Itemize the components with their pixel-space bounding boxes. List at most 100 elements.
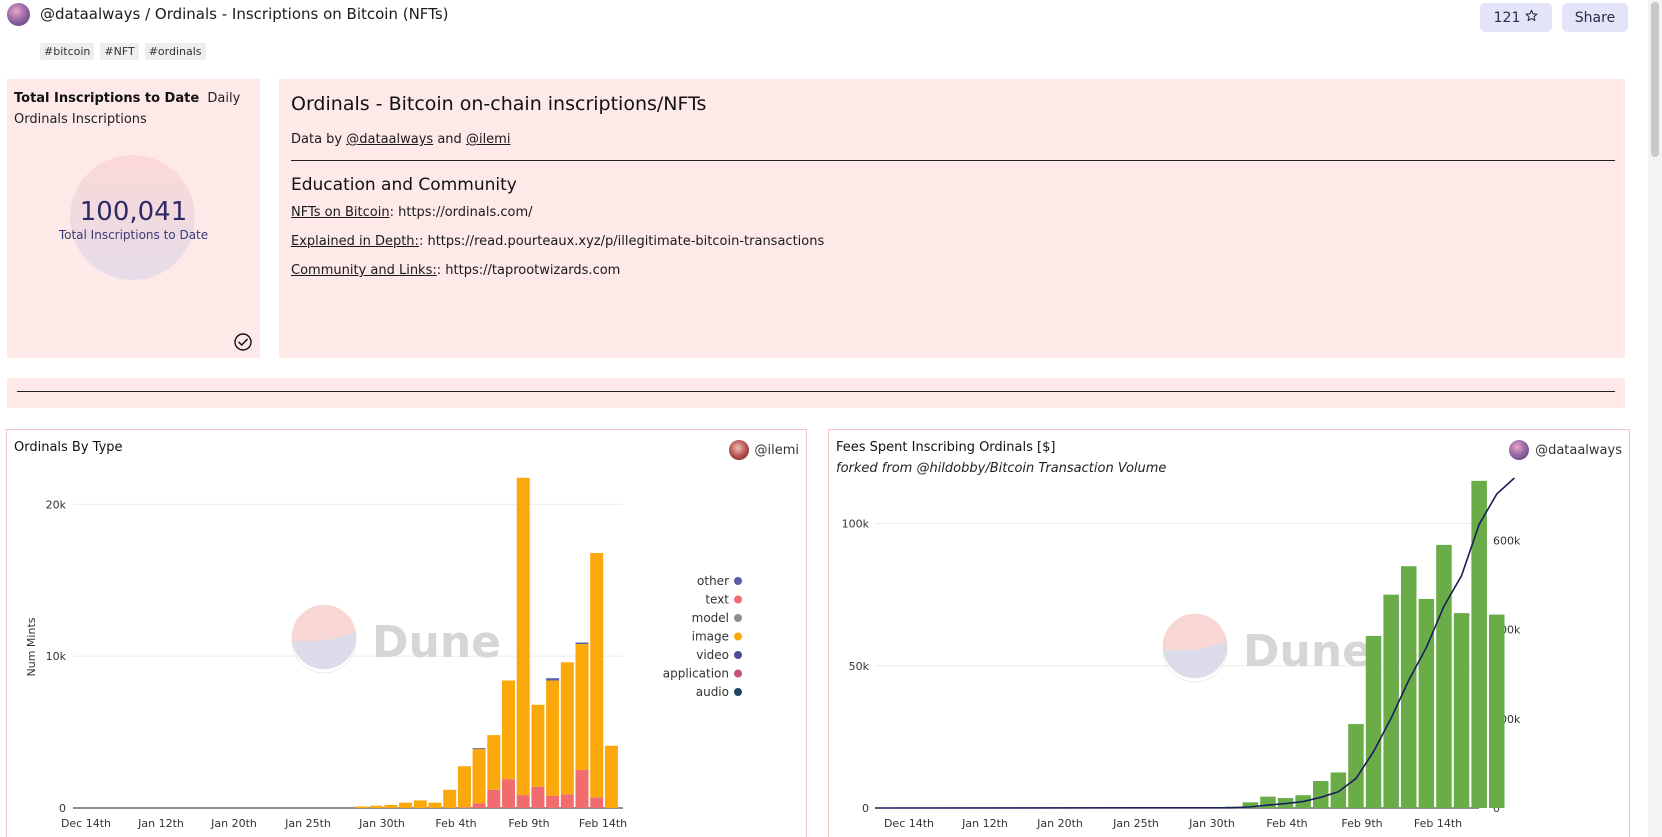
fee-bar — [1313, 780, 1329, 808]
chart-card-fees: Fees Spent Inscribing Ordinals [$] forke… — [828, 429, 1630, 837]
fee-bar — [1453, 613, 1470, 808]
link-label-community[interactable]: Community and Links: — [291, 263, 437, 278]
tag-bitcoin[interactable]: #bitcoin — [40, 43, 95, 60]
legend-label-image: image — [692, 630, 729, 644]
link-sep: : — [389, 205, 394, 220]
text-widget-heading: Ordinals - Bitcoin on-chain inscriptions… — [291, 93, 707, 115]
share-button[interactable]: Share — [1562, 3, 1628, 32]
y-tick-label: 50k — [849, 660, 870, 673]
text-divider — [291, 160, 1615, 161]
bar-image — [457, 766, 471, 808]
legend-dot-video — [734, 651, 742, 659]
credit-prefix: Data by — [291, 132, 343, 147]
chart-subtitle: forked from @hildobby/Bitcoin Transactio… — [836, 461, 1167, 476]
credit-link-dataalways[interactable]: @dataalways — [346, 132, 434, 147]
link-sep: : — [418, 234, 424, 249]
divider-line — [17, 391, 1615, 392]
bar-other — [472, 748, 486, 749]
link-url-community[interactable]: https://taprootwizards.com — [445, 263, 621, 278]
x-tick-label: Jan 12th — [961, 817, 1008, 830]
fee-bar — [1365, 635, 1382, 808]
counter-title-viz: Daily Ordinals Inscriptions — [14, 91, 241, 127]
x-tick-label: Dec 14th — [61, 817, 111, 830]
counter-value: 100,041 — [79, 197, 188, 227]
bar-text — [457, 807, 471, 809]
tag-ordinals[interactable]: #ordinals — [144, 43, 206, 60]
bar-image — [487, 735, 501, 790]
star-count: 121 — [1493, 9, 1521, 26]
x-tick-label: Jan 25th — [1112, 817, 1159, 830]
bar-text — [502, 779, 515, 808]
x-tick-label: Feb 4th — [1266, 817, 1307, 830]
bar-other — [575, 642, 589, 645]
link-url-explained[interactable]: https://read.pourteaux.xyz/p/illegitimat… — [427, 234, 825, 249]
y-tick-label: 0 — [59, 802, 66, 815]
fee-bar — [1436, 544, 1452, 808]
dashboard-title: @dataalways / Ordinals - Inscriptions on… — [40, 5, 449, 23]
link-row-explained: Explained in Depth:: https://read.pourte… — [291, 234, 824, 249]
legend-dot-application — [734, 669, 742, 678]
check-circle-icon[interactable] — [233, 332, 253, 352]
y-tick-label: 100k — [842, 518, 870, 531]
x-tick-label: Jan 30th — [358, 817, 405, 830]
y2-tick-label: 0 — [1493, 802, 1500, 815]
chart-owner[interactable]: @dataalways — [1509, 440, 1622, 460]
x-tick-label: Jan 25th — [284, 817, 331, 830]
watermark-logo-bottom — [1163, 642, 1228, 679]
legend-dot-audio — [734, 688, 742, 696]
tag-list: #bitcoin #NFT #ordinals — [40, 43, 206, 60]
watermark-logo-top — [291, 604, 356, 641]
y-tick-label: 0 — [862, 802, 869, 815]
legend-dot-text — [734, 595, 742, 604]
chart-title[interactable]: Fees Spent Inscribing Ordinals [$] — [836, 440, 1056, 455]
y2-tick-label: 600k — [1493, 534, 1521, 547]
bar-image — [399, 802, 413, 808]
bar-image — [531, 704, 545, 787]
chart-title[interactable]: Ordinals By Type — [14, 440, 123, 455]
watermark-text: Dune — [1243, 626, 1372, 677]
bar-image — [604, 745, 618, 808]
author-avatar[interactable] — [7, 3, 30, 26]
chart-owner[interactable]: @ilemi — [728, 440, 799, 460]
fee-bar — [1260, 796, 1276, 808]
watermark-logo-ring — [1162, 617, 1228, 683]
bar-other — [546, 678, 560, 681]
link-label-explained[interactable]: Explained in Depth: — [291, 234, 419, 249]
watermark-text: Dune — [372, 617, 501, 668]
cumulative-line — [874, 477, 1515, 809]
star-button[interactable]: 121 — [1480, 3, 1552, 32]
bar-image — [384, 804, 398, 808]
legend-dot-model — [734, 614, 742, 622]
legend-label-model: model — [692, 611, 729, 625]
credit-link-ilemi[interactable]: @ilemi — [465, 132, 511, 147]
x-tick-label: Jan 12th — [137, 817, 184, 830]
fee-bar — [1242, 802, 1259, 808]
link-url-nfts[interactable]: https://ordinals.com/ — [398, 205, 533, 220]
divider-widget — [7, 378, 1625, 408]
bar-image — [502, 680, 515, 780]
legend-dot-other — [734, 577, 742, 585]
fee-bar — [1489, 614, 1505, 808]
star-icon — [1525, 9, 1538, 26]
owner-avatar — [728, 440, 749, 460]
bar-text — [487, 789, 501, 808]
ordinals-by-type-chart: 0 10k 20k Num Mints Dune Dec 14th Jan 12th Jan … — [25, 477, 742, 830]
counter-title-query[interactable]: Total Inscriptions to Date — [14, 91, 200, 106]
x-tick-label: Feb 4th — [435, 817, 476, 830]
bar-image — [472, 748, 486, 804]
tag-nft[interactable]: #NFT — [100, 43, 139, 60]
credit-line: Data by @dataalways and @ilemi — [291, 132, 510, 147]
y-axis-label: Num Mints — [25, 617, 38, 676]
bar-text — [575, 770, 589, 808]
bar-image — [560, 662, 574, 795]
link-label-nfts[interactable]: NFTs on Bitcoin — [291, 205, 390, 220]
x-tick-label: Feb 9th — [1341, 817, 1382, 830]
owner-name: @dataalways — [1535, 442, 1622, 458]
dashboard-header: @dataalways / Ordinals - Inscriptions on… — [0, 0, 1662, 70]
bar-image — [355, 806, 368, 808]
legend-label-application: application — [663, 667, 729, 681]
page-scrollbar[interactable] — [1648, 0, 1662, 837]
scrollbar-thumb[interactable] — [1651, 2, 1659, 157]
